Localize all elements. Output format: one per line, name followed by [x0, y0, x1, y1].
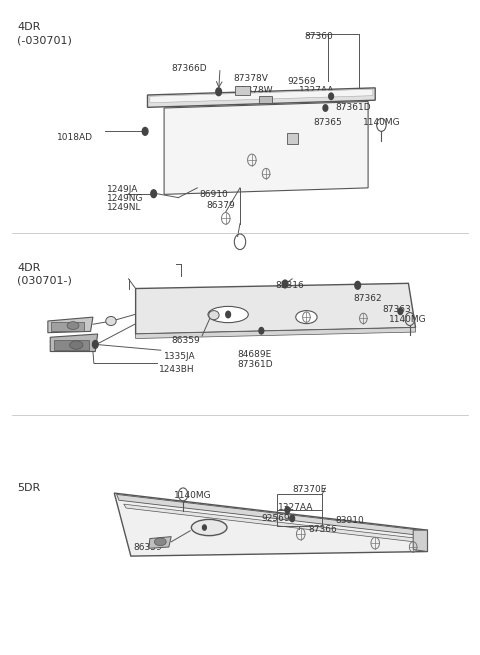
Polygon shape	[147, 88, 375, 107]
Circle shape	[290, 515, 295, 521]
Circle shape	[203, 525, 206, 530]
Polygon shape	[136, 328, 416, 339]
Circle shape	[151, 190, 156, 198]
Circle shape	[226, 311, 230, 318]
Text: 83910: 83910	[335, 516, 364, 525]
Bar	[288, 133, 298, 144]
Text: 1140MG: 1140MG	[363, 119, 401, 127]
Circle shape	[259, 328, 264, 334]
Text: 1327AA: 1327AA	[278, 503, 313, 512]
Text: 84689E: 84689E	[238, 350, 272, 359]
Polygon shape	[413, 530, 427, 552]
Ellipse shape	[296, 310, 317, 324]
Text: 92569: 92569	[288, 77, 316, 86]
Circle shape	[355, 282, 360, 290]
Text: 5DR: 5DR	[17, 483, 40, 493]
Text: 87365: 87365	[313, 119, 342, 127]
Circle shape	[93, 341, 98, 348]
Circle shape	[329, 93, 334, 100]
Polygon shape	[136, 284, 416, 334]
Ellipse shape	[155, 538, 166, 546]
Bar	[259, 96, 272, 103]
Text: 1140MG: 1140MG	[389, 314, 427, 324]
Text: 1140MG: 1140MG	[174, 491, 211, 500]
Text: 92569: 92569	[261, 514, 290, 523]
Text: 87362: 87362	[354, 293, 383, 303]
Polygon shape	[50, 334, 97, 352]
Text: 1249JA: 1249JA	[107, 185, 139, 194]
Text: 87363: 87363	[383, 305, 411, 314]
Text: 86910: 86910	[200, 190, 228, 199]
Polygon shape	[164, 102, 368, 195]
Text: 86359: 86359	[171, 336, 200, 345]
Text: 4DR
(030701-): 4DR (030701-)	[17, 263, 72, 286]
Bar	[51, 322, 84, 331]
Polygon shape	[48, 317, 93, 333]
Text: 4DR
(-030701): 4DR (-030701)	[17, 22, 72, 45]
Ellipse shape	[70, 341, 83, 349]
Ellipse shape	[106, 316, 116, 326]
Text: 1327AA: 1327AA	[300, 86, 335, 95]
Circle shape	[398, 308, 403, 314]
Ellipse shape	[192, 519, 227, 536]
Polygon shape	[150, 89, 373, 103]
Text: 87366D: 87366D	[171, 64, 207, 73]
Circle shape	[282, 280, 288, 288]
Text: 87366: 87366	[309, 525, 337, 534]
Circle shape	[216, 88, 221, 96]
Polygon shape	[149, 536, 171, 548]
Bar	[277, 495, 322, 525]
Text: 87378W: 87378W	[235, 86, 273, 95]
Text: 85316: 85316	[276, 281, 304, 290]
Circle shape	[323, 105, 328, 111]
Text: 1249NL: 1249NL	[107, 203, 142, 212]
Ellipse shape	[209, 310, 219, 320]
Circle shape	[142, 128, 148, 136]
Text: 87361D: 87361D	[238, 360, 273, 369]
Circle shape	[285, 507, 290, 514]
Polygon shape	[117, 495, 425, 536]
Text: 87378V: 87378V	[233, 74, 268, 83]
Polygon shape	[114, 493, 427, 556]
Bar	[54, 341, 89, 350]
Text: 1243BH: 1243BH	[159, 365, 195, 373]
Polygon shape	[124, 504, 425, 543]
Text: 1335JA: 1335JA	[164, 352, 196, 361]
Text: 86379: 86379	[207, 201, 236, 210]
Text: 87361D: 87361D	[335, 103, 371, 113]
Text: 87370E: 87370E	[292, 485, 326, 494]
Text: 87360: 87360	[304, 32, 333, 41]
Text: 1249NG: 1249NG	[107, 194, 144, 202]
Text: 86359: 86359	[133, 543, 162, 552]
Ellipse shape	[208, 307, 248, 323]
Text: 1018AD: 1018AD	[57, 133, 93, 141]
Ellipse shape	[67, 322, 79, 329]
Bar	[235, 86, 251, 95]
